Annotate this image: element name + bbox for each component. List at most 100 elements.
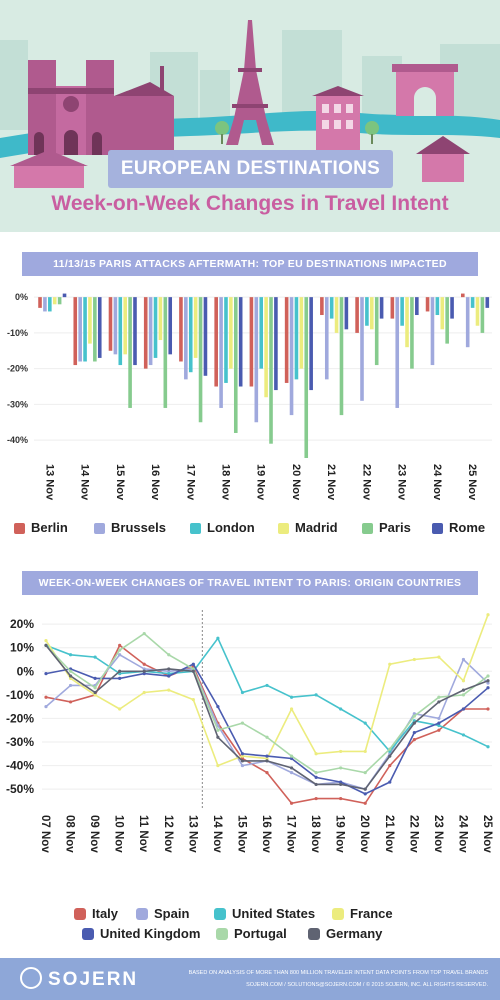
line-point (486, 613, 490, 617)
line-chart-title: WEEK-ON-WEEK CHANGES OF TRAVEL INTENT TO… (38, 577, 462, 589)
bar-paris (480, 297, 485, 333)
line-point (68, 700, 73, 704)
line-point (461, 657, 466, 662)
bar-ytick-label: -40% (7, 435, 28, 445)
bar-brussels (148, 297, 153, 366)
line-point (314, 771, 318, 775)
bar-paris (445, 297, 449, 344)
line-point (167, 669, 171, 673)
line-point (44, 705, 48, 709)
bar-brussels (184, 297, 188, 380)
bar-paris (374, 297, 379, 366)
bar-london (118, 297, 123, 366)
line-point (339, 780, 343, 784)
bar-madrid (229, 297, 233, 369)
bar-brussels (254, 297, 259, 423)
line-point (191, 669, 195, 673)
legend-swatch-united-kingdom (82, 928, 94, 940)
bar-london (470, 297, 475, 308)
bar-berlin (214, 297, 218, 387)
legend-swatch-spain (136, 908, 148, 920)
line-point (388, 754, 392, 758)
bar-xtick-label: 17 Nov (184, 464, 196, 501)
legend-label-portugal: Portugal (234, 926, 287, 941)
bar-brussels (395, 297, 400, 408)
bar-paris (198, 297, 203, 423)
bar-madrid (299, 297, 304, 369)
line-point (437, 728, 441, 732)
bar-paris (410, 297, 414, 369)
line-point (339, 707, 343, 711)
legend-swatch-united-states (214, 908, 226, 920)
line-point (289, 695, 294, 699)
line-point (461, 688, 466, 692)
bar-london (259, 297, 264, 369)
line-point (142, 690, 146, 695)
bar-ytick-label: -30% (7, 399, 28, 409)
line-point (93, 690, 97, 695)
bar-london (329, 297, 334, 319)
line-point (240, 752, 245, 756)
line-series-united-kingdom (45, 663, 489, 795)
legend-swatch-brussels (94, 523, 105, 534)
line-ytick-label: -30% (6, 735, 34, 749)
bar-madrid (52, 297, 57, 305)
line-point (486, 681, 490, 685)
bar-brussels (430, 297, 435, 366)
bar-xtick-label: 15 Nov (114, 464, 126, 501)
bar-rome (309, 297, 313, 391)
bar-paris (57, 297, 62, 305)
line-xtick-label: 25 Nov (481, 815, 493, 853)
line-point (44, 672, 48, 676)
line-point (314, 693, 318, 697)
line-point (118, 669, 122, 673)
bar-london (294, 297, 299, 380)
line-point (216, 705, 220, 709)
legend-label-france: France (350, 906, 393, 921)
line-point (412, 721, 416, 725)
line-point (216, 735, 220, 739)
bar-xtick-label: 18 Nov (219, 464, 231, 501)
bar-ytick-label: -20% (7, 364, 28, 374)
line-point (142, 631, 146, 636)
line-point (486, 679, 490, 683)
line-point (461, 733, 466, 737)
bar-london (188, 297, 193, 373)
bar-chart: 0% -10% -20% -30% -40% 13 Nov 14 Nov 15 Nov 16 N… (7, 292, 492, 535)
bar-ytick-label: 0% (15, 292, 28, 302)
bar-paris (339, 297, 344, 416)
bar-rome (485, 297, 490, 308)
bar-london (48, 297, 52, 312)
line-point (240, 754, 245, 758)
bar-ytick-label: -10% (7, 328, 28, 338)
line-point (44, 639, 48, 643)
bar-madrid (88, 297, 92, 344)
legend-swatch-portugal (216, 928, 228, 940)
line-point (93, 655, 97, 659)
line-ytick-label: -50% (6, 782, 34, 796)
line-xtick-label: 18 Nov (309, 815, 321, 853)
line-point (216, 636, 220, 640)
bar-xtick-label: 22 Nov (360, 464, 372, 501)
line-point (388, 780, 392, 784)
line-point (142, 667, 146, 671)
line-point (437, 716, 441, 721)
line-point (363, 749, 367, 754)
line-point (314, 796, 318, 801)
line-point (265, 759, 269, 763)
line-point (118, 653, 122, 657)
bar-rome (62, 293, 67, 298)
line-point (68, 674, 73, 678)
line-point (461, 679, 466, 683)
line-xtick-label: 20 Nov (358, 815, 370, 853)
bar-berlin (355, 297, 359, 333)
line-point (265, 756, 269, 761)
bar-berlin (38, 297, 42, 308)
bar-berlin (108, 297, 113, 351)
bar-xtick-label: 14 Nov (79, 464, 91, 501)
line-point (437, 655, 441, 659)
bar-chart-title-banner: 11/13/15 PARIS ATTACKS AFTERMATH: TOP EU… (22, 252, 478, 276)
legend-label-brussels: Brussels (111, 520, 166, 535)
line-point (265, 771, 269, 775)
bar-brussels (43, 297, 47, 312)
